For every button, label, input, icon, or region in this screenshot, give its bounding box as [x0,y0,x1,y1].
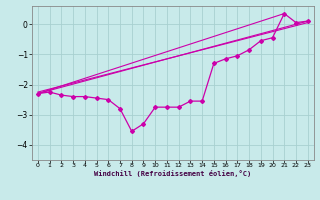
X-axis label: Windchill (Refroidissement éolien,°C): Windchill (Refroidissement éolien,°C) [94,170,252,177]
